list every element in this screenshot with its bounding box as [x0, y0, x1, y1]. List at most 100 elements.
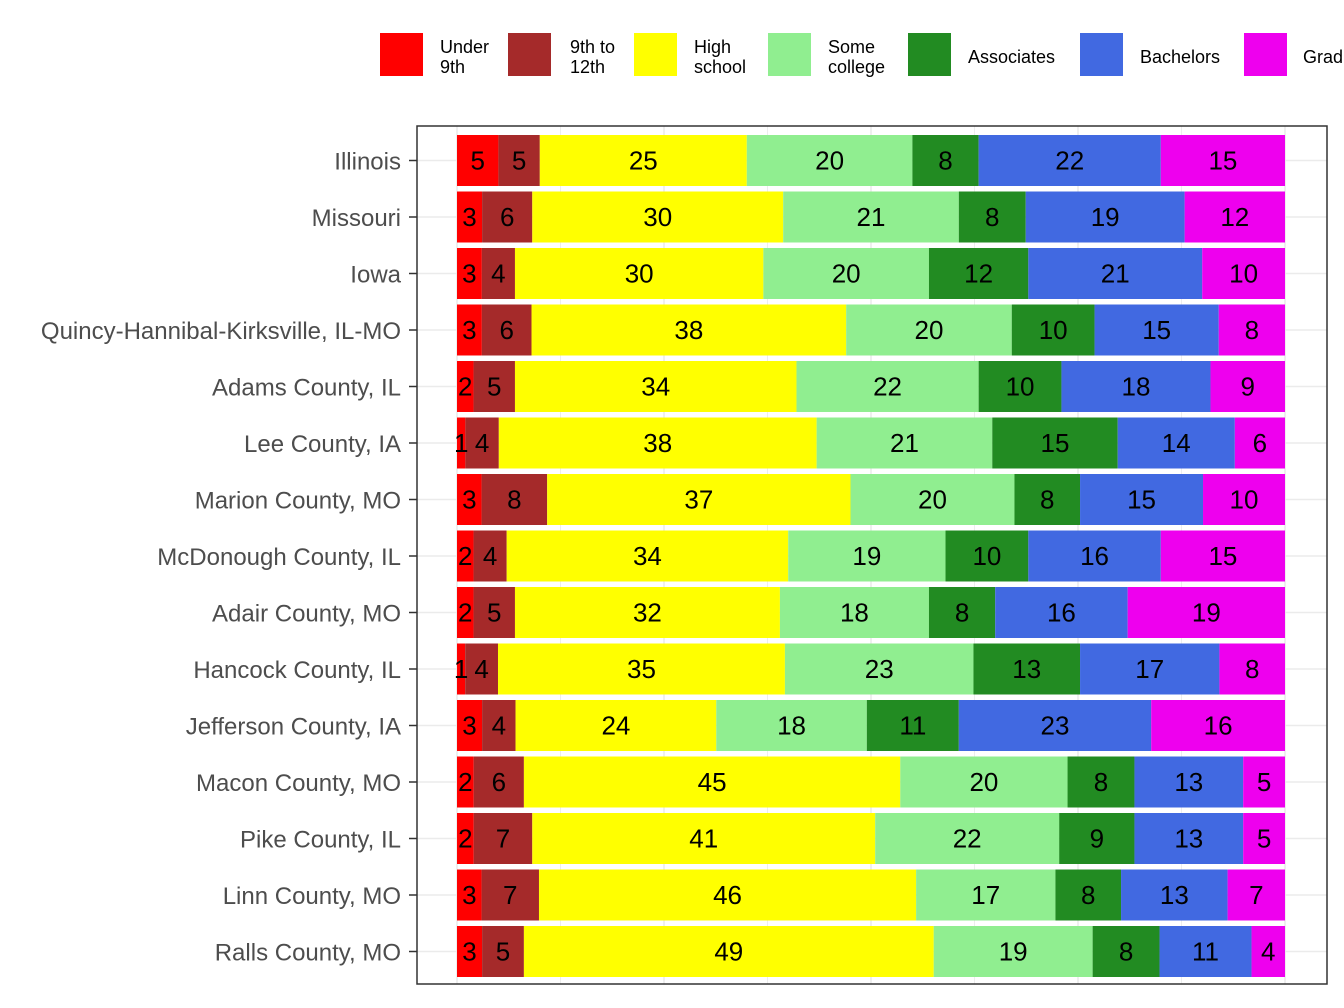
data-label: 3 — [462, 711, 476, 741]
bar-adair-county-mo-high-school — [514, 587, 780, 638]
bar-iowa-bachelors — [1028, 248, 1203, 299]
legend-item-associates: Associates — [908, 33, 1055, 76]
legend-label: Associates — [968, 47, 1055, 67]
legend-key — [1080, 33, 1123, 76]
data-label: 23 — [865, 654, 894, 684]
bar-mcdonough-county-il-under-9th — [457, 530, 474, 582]
bar-mcdonough-county-il-associates — [945, 530, 1029, 582]
data-label: 5 — [487, 372, 501, 402]
data-label: 8 — [955, 598, 969, 628]
bar-lee-county-ia-grad — [1234, 417, 1285, 469]
data-label: 34 — [633, 541, 662, 571]
bar-marion-county-mo-bachelors — [1080, 474, 1204, 525]
bar-iowa-some-college — [763, 248, 929, 299]
data-label: 20 — [918, 485, 947, 515]
data-label: 7 — [496, 824, 510, 854]
bar-jefferson-county-ia-high-school — [515, 700, 717, 751]
data-label: 49 — [714, 937, 743, 967]
bar-pike-county-il-some-college — [875, 813, 1060, 864]
data-label: 10 — [1230, 485, 1259, 515]
data-label: 16 — [1204, 711, 1233, 741]
bar-marion-county-mo-high-school — [547, 474, 851, 525]
y-tick-label: Lee County, IA — [244, 431, 401, 458]
bar-adams-county-il-associates — [978, 361, 1062, 412]
bar-adair-county-mo-some-college — [779, 587, 929, 638]
bar-mcdonough-county-il-9th-to-12th — [473, 530, 507, 582]
data-label: 11 — [899, 711, 926, 741]
bar-iowa-9th-to-12th — [481, 248, 515, 299]
data-label: 21 — [1101, 259, 1130, 289]
bar-jefferson-county-ia-bachelors — [958, 700, 1152, 751]
data-label: 30 — [625, 259, 654, 289]
data-label: 45 — [698, 767, 727, 797]
data-label: 8 — [1094, 767, 1108, 797]
bar-iowa-high-school — [514, 248, 764, 299]
data-label: 38 — [643, 428, 672, 458]
y-tick-label: Iowa — [350, 262, 401, 289]
bar-illinois-under-9th — [457, 135, 499, 186]
bar-iowa-grad — [1202, 248, 1285, 299]
legend-label: Grad — [1303, 47, 1343, 67]
bar-adair-county-mo-grad — [1127, 587, 1285, 638]
bar-marion-county-mo-associates — [1014, 474, 1081, 525]
legend-label: school — [694, 57, 746, 77]
legend-key — [634, 33, 677, 76]
bar-quincy-hannibal-kirksville-il-mo-under-9th — [457, 304, 482, 356]
bar-macon-county-mo-some-college — [900, 756, 1068, 808]
data-label: 12 — [964, 259, 993, 289]
legend-key — [1244, 33, 1287, 76]
bar-macon-county-mo-9th-to-12th — [473, 756, 524, 808]
legend-item-bachelors: Bachelors — [1080, 33, 1220, 76]
bar-linn-county-mo-high-school — [538, 869, 917, 921]
bar-linn-county-mo-grad — [1227, 869, 1285, 921]
data-label: 3 — [462, 880, 476, 910]
data-label: 15 — [1142, 315, 1171, 345]
legend-label: 9th to — [570, 37, 615, 57]
data-label: 20 — [914, 315, 943, 345]
y-tick-label: Ralls County, MO — [215, 940, 401, 967]
y-tick-label: Linn County, MO — [223, 883, 401, 910]
data-label: 4 — [492, 711, 506, 741]
y-tick-label: Marion County, MO — [195, 488, 401, 515]
bar-adair-county-mo-bachelors — [995, 587, 1128, 638]
bar-ralls-county-mo-bachelors — [1159, 926, 1252, 977]
data-label: 38 — [674, 315, 703, 345]
bar-hancock-county-il-9th-to-12th — [465, 643, 498, 695]
bar-jefferson-county-ia-some-college — [716, 700, 867, 751]
data-label: 21 — [890, 428, 919, 458]
bar-ralls-county-mo-grad — [1251, 926, 1285, 977]
bar-lee-county-ia-high-school — [498, 417, 817, 469]
bar-quincy-hannibal-kirksville-il-mo-some-college — [846, 304, 1012, 356]
data-label: 8 — [1040, 485, 1054, 515]
data-label: 16 — [1047, 598, 1076, 628]
data-label: 3 — [462, 485, 476, 515]
data-label: 5 — [496, 937, 510, 967]
bar-linn-county-mo-bachelors — [1121, 869, 1228, 921]
bar-marion-county-mo-9th-to-12th — [481, 474, 548, 525]
data-label: 17 — [971, 880, 1000, 910]
data-label: 34 — [641, 372, 670, 402]
legend-label: college — [828, 57, 885, 77]
data-label: 19 — [1091, 202, 1120, 232]
data-label: 4 — [475, 428, 489, 458]
y-tick-label: Pike County, IL — [240, 827, 401, 854]
bar-illinois-some-college — [746, 135, 913, 186]
data-label: 18 — [1121, 372, 1150, 402]
bar-pike-county-il-grad — [1243, 813, 1285, 864]
bar-hancock-county-il-associates — [973, 643, 1081, 695]
bars — [457, 135, 1285, 977]
bar-hancock-county-il-some-college — [784, 643, 974, 695]
data-label: 6 — [492, 767, 506, 797]
data-label: 9 — [1090, 824, 1104, 854]
bar-mcdonough-county-il-high-school — [506, 530, 789, 582]
bar-pike-county-il-bachelors — [1134, 813, 1244, 864]
data-label: 20 — [832, 259, 861, 289]
bar-macon-county-mo-associates — [1067, 756, 1135, 808]
bar-ralls-county-mo-some-college — [933, 926, 1093, 977]
data-label: 21 — [857, 202, 886, 232]
y-tick-label: McDonough County, IL — [157, 544, 401, 571]
data-label: 13 — [1012, 654, 1041, 684]
